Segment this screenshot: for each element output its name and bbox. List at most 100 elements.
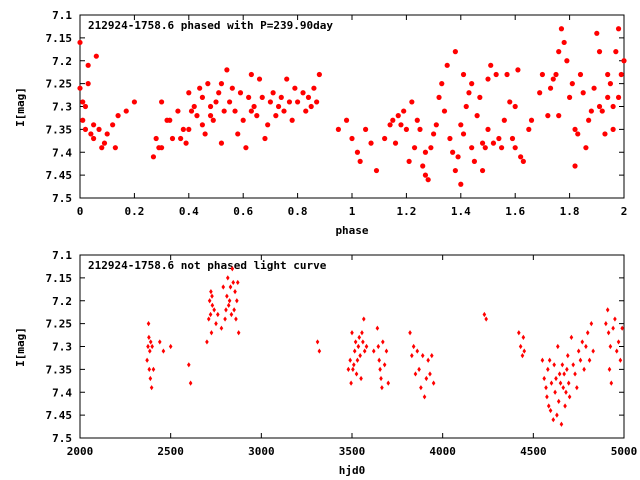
data-point [460, 131, 467, 137]
data-point [585, 330, 590, 336]
data-point [565, 353, 570, 359]
data-point [596, 103, 603, 110]
data-point [549, 380, 554, 386]
data-point [317, 348, 322, 354]
data-point [343, 117, 350, 123]
data-point [186, 90, 192, 96]
data-point [589, 321, 594, 327]
data-point [484, 316, 488, 322]
x-tick-label: 1.6 [505, 205, 525, 218]
data-point [235, 298, 239, 304]
data-point [178, 135, 184, 142]
data-point [303, 108, 309, 114]
data-point [240, 117, 246, 123]
data-point [226, 302, 231, 308]
data-point [349, 380, 353, 386]
data-point [314, 99, 320, 105]
data-point [424, 375, 429, 382]
data-point [485, 126, 491, 132]
data-point [520, 353, 525, 359]
data-point [452, 49, 458, 55]
axis-ticks: 2000 2500 3000 3500 4000 4500 5000 7.1 7.15 7.2 7.… [46, 249, 638, 458]
data-point [148, 339, 153, 345]
data-point [315, 339, 320, 345]
data-point [77, 85, 83, 91]
data-point [93, 53, 99, 59]
data-point [256, 76, 263, 82]
data-point [561, 385, 566, 391]
data-point [610, 103, 616, 110]
data-point [455, 154, 461, 160]
data-point [408, 330, 412, 336]
data-point [150, 343, 154, 350]
data-point [373, 167, 380, 174]
data-point [618, 71, 624, 78]
data-point [259, 94, 265, 100]
data-point [605, 307, 610, 313]
data-point [295, 99, 301, 105]
data-point [545, 113, 551, 119]
data-point [447, 135, 453, 142]
data-point [286, 99, 293, 105]
data-point [411, 343, 416, 350]
x-tick-label: 1.8 [560, 205, 580, 218]
data-point [542, 375, 547, 382]
y-tick-label: 7.1 [52, 249, 72, 262]
data-point [199, 94, 205, 100]
data-point [545, 394, 549, 400]
data-points [145, 266, 624, 427]
data-point [422, 394, 427, 400]
data-point [556, 49, 562, 55]
data-point [490, 140, 497, 146]
data-point [463, 103, 469, 110]
data-point [477, 94, 483, 100]
data-point [186, 126, 192, 132]
x-tick-label: 4000 [429, 445, 456, 458]
y-tick-label: 7.3 [52, 341, 72, 354]
axis-ticks: 0 0.2 0.4 0.6 0.8 1 1.2 1.4 1.6 1.8 2 7.1 7.15 7.2 7.2… [46, 9, 628, 218]
data-point [236, 330, 241, 336]
data-point [562, 371, 566, 377]
x-tick-label: 0 [77, 205, 84, 218]
y-tick-label: 7.25 [46, 78, 73, 91]
data-point [422, 149, 429, 155]
data-point [569, 81, 575, 87]
data-point [615, 94, 622, 100]
data-point [469, 81, 475, 87]
data-point [493, 71, 499, 78]
data-point [420, 163, 426, 169]
x-tick-label: 5000 [611, 445, 638, 458]
data-point [88, 131, 94, 137]
data-point [587, 357, 592, 363]
data-point [433, 122, 439, 128]
data-point [606, 330, 611, 336]
data-point [479, 140, 486, 146]
data-point [482, 145, 488, 151]
data-point [605, 71, 611, 78]
data-point [234, 316, 238, 322]
data-point [188, 108, 195, 114]
data-points [77, 26, 627, 187]
data-point [406, 158, 412, 164]
data-point [194, 113, 200, 119]
y-tick-label: 7.4 [52, 146, 72, 159]
x-tick-label: 1 [349, 205, 356, 218]
data-point [580, 90, 586, 96]
data-point [300, 90, 306, 96]
data-point [210, 117, 216, 123]
data-point [458, 122, 464, 128]
data-point [205, 81, 211, 87]
data-point [608, 343, 613, 350]
data-point [275, 103, 282, 110]
data-point [153, 135, 159, 142]
data-point [450, 149, 456, 155]
x-axis-label: phase [335, 224, 368, 237]
data-point [582, 366, 586, 372]
data-point [210, 293, 214, 299]
data-point [228, 284, 233, 290]
data-point [351, 366, 355, 372]
data-point [577, 71, 584, 78]
data-point [610, 126, 616, 132]
data-point [410, 353, 414, 359]
data-point [387, 122, 393, 128]
